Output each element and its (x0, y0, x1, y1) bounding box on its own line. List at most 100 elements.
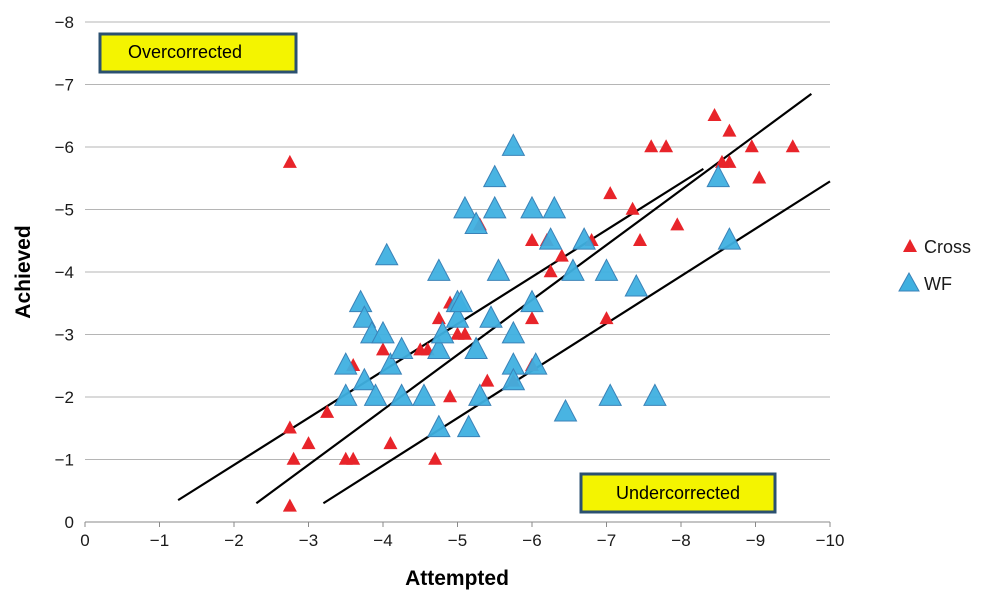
axes (84, 521, 831, 527)
cross-point (554, 248, 569, 262)
cross-point (785, 139, 800, 153)
undercorrected-label: Undercorrected (616, 483, 740, 503)
cross-point (286, 451, 301, 465)
cross-point (644, 139, 659, 153)
wf-point (464, 336, 488, 360)
cross-point (457, 326, 472, 340)
cross-point (707, 107, 722, 121)
wf-point (486, 258, 511, 281)
y-tick-label: −3 (55, 326, 74, 345)
wf-point (482, 164, 507, 188)
cross-point (722, 123, 737, 137)
cross-point (282, 420, 297, 434)
wf-point (363, 383, 388, 406)
legend-wf-label: WF (924, 274, 952, 294)
cross-point (282, 498, 297, 512)
cross-point (383, 436, 398, 450)
wf-point (464, 211, 488, 235)
wf-point (553, 398, 578, 422)
x-tick-label: −5 (448, 531, 467, 550)
x-tick-label: −2 (224, 531, 243, 550)
cross-point (525, 311, 539, 325)
y-tick-label: −4 (55, 263, 74, 282)
wf-point (538, 227, 563, 250)
x-tick-label: −8 (671, 531, 690, 550)
legend-cross-label: Cross (924, 237, 971, 257)
wf-point (371, 320, 395, 344)
x-tick-label: −7 (597, 531, 616, 550)
x-tick-label: 0 (80, 531, 89, 550)
cross-point (599, 311, 614, 325)
legend: Cross WF (898, 237, 971, 294)
wf-point (374, 242, 399, 266)
cross-point (320, 404, 335, 418)
y-tick-label: −7 (55, 76, 74, 95)
legend-wf-marker (898, 271, 920, 292)
wf-point (412, 383, 436, 406)
overcorrected-box-bg (98, 32, 298, 74)
wf-point (624, 273, 649, 297)
wf-point (378, 352, 403, 375)
cross-point (282, 154, 297, 168)
cross-point (443, 389, 458, 403)
wf-point (389, 383, 414, 406)
wf-point (352, 305, 377, 328)
x-tick-label: −10 (816, 531, 845, 550)
wf-point (501, 320, 526, 344)
wf-point (598, 383, 623, 406)
wf-point (706, 164, 731, 188)
wf-point (572, 227, 596, 250)
legend-cross-marker (903, 239, 917, 252)
wf-point (501, 133, 526, 156)
cross-point (431, 311, 446, 325)
cross-point (480, 373, 495, 387)
gridlines (85, 21, 830, 460)
y-tick-labels: 0 −1 −2 −3 −4 −5 −6 −7 −8 (55, 13, 74, 532)
wf-point (352, 367, 377, 391)
y-tick-label: −2 (55, 388, 74, 407)
wf-point (542, 195, 567, 219)
wf-point (427, 258, 451, 281)
cross-point (722, 154, 737, 168)
wf-point (479, 305, 503, 328)
wf-point (333, 383, 358, 406)
y-axis-title: Achieved (12, 225, 35, 318)
cross-point (659, 139, 674, 153)
overcorrected-box: Overcorrected (98, 32, 298, 74)
overcorrected-label: Overcorrected (128, 42, 242, 62)
wf-point (468, 383, 492, 406)
wf-point (389, 336, 414, 360)
wf-point (501, 367, 526, 391)
x-axis-title: Attempted (405, 567, 509, 590)
x-tick-label: −3 (299, 531, 318, 550)
cross-point (301, 436, 316, 450)
cross-point (543, 264, 558, 278)
y-tick-label: −1 (55, 451, 74, 470)
wf-point (520, 195, 544, 219)
undercorrected-box-bg (579, 472, 777, 514)
wf-point (427, 336, 451, 360)
x-tick-label: −6 (522, 531, 541, 550)
wf-point (717, 227, 742, 250)
undercorrected-box: Undercorrected (579, 472, 777, 514)
wf-point (348, 289, 373, 313)
cross-point (428, 451, 443, 465)
cross-point (346, 451, 361, 465)
cross-point (625, 201, 640, 215)
cross-point (752, 170, 767, 184)
trend-line (322, 180, 831, 505)
wf-point (520, 289, 544, 313)
y-tick-label: −5 (55, 201, 74, 220)
wf-point (643, 383, 667, 406)
cross-point (376, 342, 390, 356)
y-tick-label: −6 (55, 138, 74, 157)
wf-point (453, 195, 477, 219)
x-tick-label: −4 (373, 531, 392, 550)
wf-point (430, 320, 455, 344)
wf-point (561, 258, 585, 281)
x-tick-label: −9 (746, 531, 765, 550)
wf-point (456, 414, 481, 438)
wf-point (482, 195, 507, 219)
wf-point (449, 289, 474, 313)
